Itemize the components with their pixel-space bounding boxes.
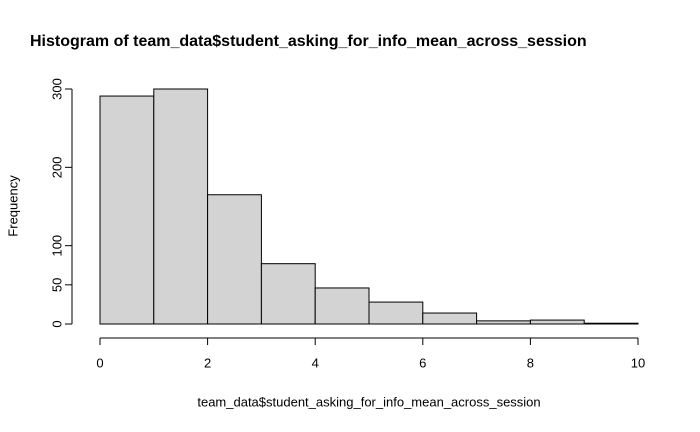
bar (583, 322, 639, 325)
bar (99, 95, 155, 325)
y-tick-label: 50 (49, 278, 64, 292)
x-tick-label: 8 (527, 355, 534, 370)
y-tick-label: 100 (49, 235, 64, 257)
bar (314, 287, 370, 325)
bar (153, 88, 209, 325)
x-tick-label: 10 (631, 355, 645, 370)
x-tick-label: 2 (204, 355, 211, 370)
bar (476, 320, 531, 325)
y-tick-label: 0 (49, 320, 64, 327)
bar (422, 312, 478, 325)
y-tick-label: 200 (49, 156, 64, 178)
x-tick-label: 0 (96, 355, 103, 370)
bar (207, 194, 262, 325)
x-tick-label: 6 (419, 355, 426, 370)
bar (260, 263, 316, 325)
bar (529, 319, 585, 325)
chart-title: Histogram of team_data$student_asking_fo… (30, 33, 587, 50)
y-axis-label: Frequency (5, 175, 20, 237)
x-tick-label: 4 (312, 355, 319, 370)
bar (368, 301, 424, 325)
y-tick-label: 300 (49, 78, 64, 100)
x-axis-label: team_data$student_asking_for_info_mean_a… (197, 394, 540, 409)
